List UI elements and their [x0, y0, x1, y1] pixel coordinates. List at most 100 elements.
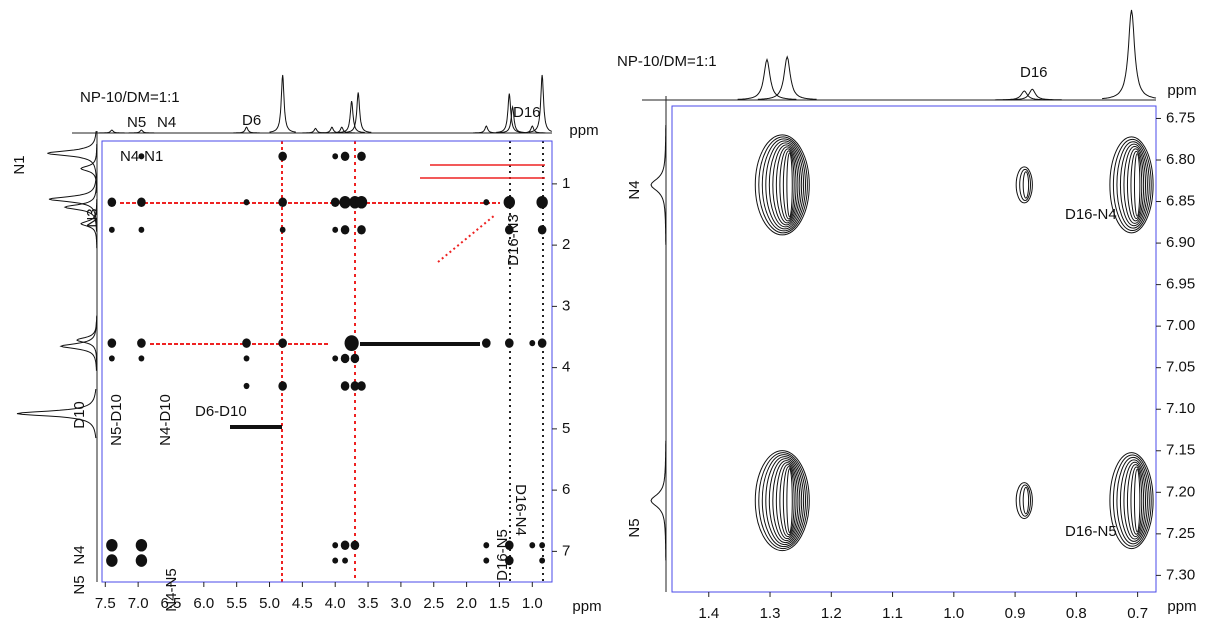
cross-peak [357, 151, 366, 162]
annotation: N4-D10 [157, 394, 174, 446]
x-tick-label: 2.5 [423, 595, 444, 612]
cross-peak [529, 340, 536, 347]
annotation: D16 [1020, 64, 1048, 81]
cross-peak [539, 557, 546, 564]
cross-peak [340, 540, 350, 550]
contour [1019, 484, 1031, 517]
contour [779, 148, 797, 222]
cross-peak [754, 134, 810, 236]
annotation: D6-D10 [195, 403, 247, 420]
cross-peak [483, 557, 490, 564]
y-tick-label: 7.30 [1166, 566, 1195, 583]
contour [1133, 153, 1141, 217]
cross-peak [137, 197, 146, 207]
cross-peak [278, 338, 287, 348]
cross-peak [332, 226, 339, 233]
contour [1123, 461, 1147, 540]
chart-title: NP-10/DM=1:1 [80, 89, 180, 106]
projection-peak [737, 57, 797, 100]
projection-peak [1002, 88, 1062, 101]
cross-peak [107, 197, 117, 207]
y-tick-label: 6.75 [1166, 109, 1195, 126]
y-axis-label: ppm [569, 122, 598, 139]
x-tick-label: 1.3 [760, 605, 781, 622]
cross-peak [137, 338, 146, 348]
contour [1015, 482, 1033, 520]
cross-peak [350, 381, 360, 391]
y-tick-label: 5 [562, 420, 570, 437]
contour [1119, 143, 1148, 227]
y-tick-label: 7.15 [1166, 442, 1195, 459]
contour [761, 138, 806, 232]
y-tick-label: 4 [562, 359, 570, 376]
contour [765, 456, 805, 546]
y-tick-label: 7.20 [1166, 483, 1195, 500]
cross-peak [278, 381, 287, 391]
cross-peak [1015, 166, 1033, 204]
projection-peak [344, 92, 372, 133]
cross-peak [340, 353, 350, 364]
annotation: D16-N5 [1065, 523, 1117, 540]
projection-peak [233, 126, 260, 134]
cross-peak [106, 538, 118, 552]
x-tick-label: 5.5 [226, 595, 247, 612]
contour [782, 466, 795, 536]
projection-peak [80, 199, 98, 249]
contour [761, 454, 806, 548]
x-tick-label: 5.0 [259, 595, 280, 612]
cross-peak [243, 199, 250, 206]
projection-peak [98, 129, 125, 134]
projection-peak [528, 74, 552, 133]
projection-peak [496, 93, 523, 133]
projection-peak [757, 55, 817, 100]
cross-peak [243, 355, 250, 362]
annotation: D16 [513, 104, 541, 121]
contour [786, 468, 793, 534]
y-tick-label: 3 [562, 297, 570, 314]
cross-peak [1109, 452, 1154, 550]
x-tick-label: 7.5 [95, 595, 116, 612]
cross-peak [138, 355, 145, 362]
cross-peak [357, 381, 366, 391]
cross-peak [279, 226, 286, 233]
contour [1022, 171, 1030, 199]
projection-peak [76, 315, 98, 365]
projection-peak [499, 104, 526, 134]
cross-peak [482, 338, 491, 348]
cross-peak [332, 153, 339, 160]
cross-peak [350, 540, 360, 550]
x-tick-label: 1.0 [943, 605, 964, 622]
y-tick-label: 6 [562, 481, 570, 498]
projection-peak [16, 389, 97, 439]
cross-peak [754, 450, 810, 552]
cross-peak [504, 540, 514, 550]
annotation: N4 [157, 114, 176, 131]
annotation: N5-D10 [108, 394, 125, 446]
x-axis-label: ppm [572, 598, 601, 615]
cross-peak [503, 195, 515, 209]
contour [1123, 146, 1147, 224]
contour [1126, 148, 1145, 222]
x-tick-label: 1.0 [522, 595, 543, 612]
cross-peak [278, 151, 287, 162]
chart-title: NP-10/DM=1:1 [617, 53, 717, 70]
x-tick-label: 3.0 [390, 595, 411, 612]
cross-peak [330, 197, 340, 207]
cross-peak [504, 555, 514, 566]
y-tick-label: 7.05 [1166, 359, 1195, 376]
annotation: N4-N1 [120, 148, 163, 165]
annotation: D16-N4 [512, 484, 529, 536]
cross-peak [108, 355, 115, 362]
annotation: D10 [71, 401, 88, 429]
contour [1019, 168, 1031, 202]
annotation: N5 [127, 114, 146, 131]
contour [782, 150, 795, 220]
annotation: D16-N3 [505, 214, 522, 266]
y-tick-label: 6.80 [1166, 151, 1195, 168]
x-tick-label: 1.5 [489, 595, 510, 612]
projection-peak [128, 129, 155, 134]
cross-peak [135, 538, 148, 552]
annotation: D16-N4 [1065, 206, 1117, 223]
contour [758, 136, 808, 234]
